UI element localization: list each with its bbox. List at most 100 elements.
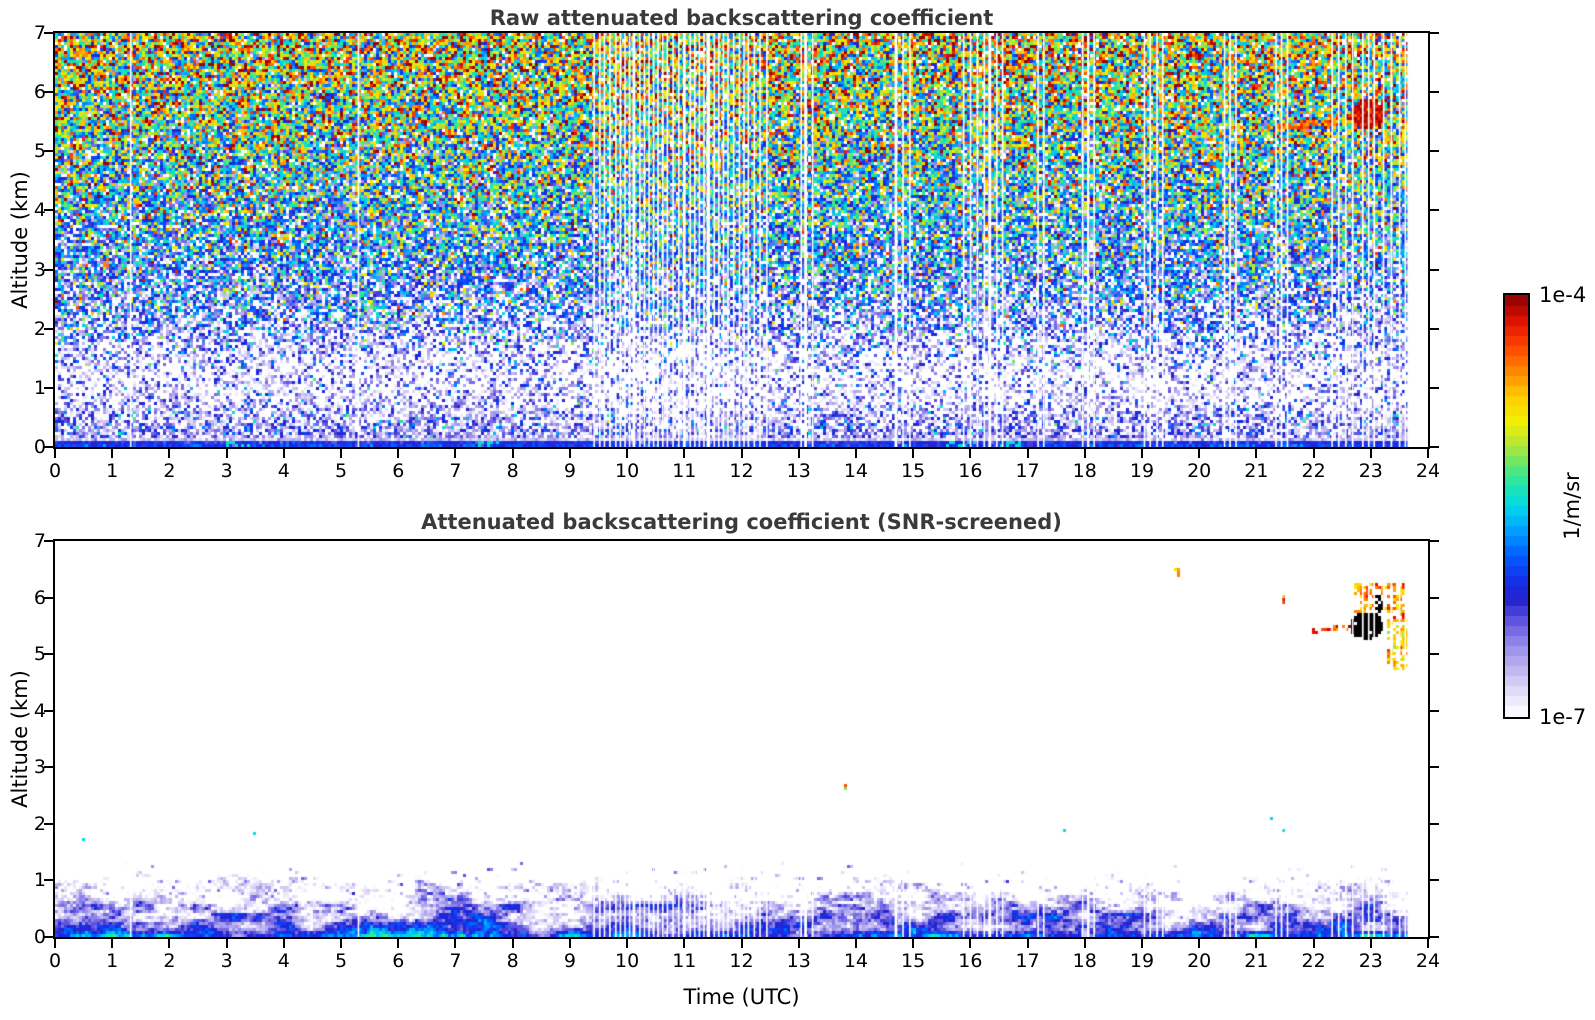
x-tick [568, 449, 571, 458]
x-tick-label: 1 [106, 460, 119, 482]
y-tick-label: 1 [33, 376, 46, 399]
x-tick-label: 4 [277, 460, 290, 482]
y-tick-right [1430, 91, 1439, 94]
x-tick-label: 9 [563, 460, 576, 482]
y-tick-label: 4 [33, 699, 46, 722]
x-tick [454, 449, 457, 458]
x-tick-label: 10 [614, 950, 640, 972]
x-tick [340, 449, 343, 458]
y-tick-right [1430, 209, 1439, 212]
y-tick-right [1430, 327, 1439, 330]
y-tick [44, 936, 53, 938]
y-tick-label: 0 [33, 926, 46, 948]
x-tick-label: 18 [1072, 950, 1097, 972]
x-tick-label: 19 [1129, 460, 1155, 482]
x-tick-label: 9 [563, 950, 576, 972]
y-tick-right [1430, 822, 1439, 825]
y-tick-label: 0 [33, 436, 46, 458]
x-tick-label: 11 [672, 950, 697, 972]
x-tick [568, 939, 571, 948]
x-tick [969, 939, 972, 948]
x-tick [1198, 939, 1201, 948]
top-plot-title: Raw attenuated backscattering coefficien… [489, 6, 994, 30]
x-tick [797, 939, 800, 948]
x-tick [740, 939, 743, 948]
x-tick [912, 449, 915, 458]
y-tick-right [1430, 879, 1439, 882]
x-tick [1312, 939, 1315, 948]
y-tick-label: 2 [33, 812, 46, 835]
x-tick-label: 23 [1358, 460, 1383, 482]
x-tick [454, 939, 457, 948]
x-tick [1140, 449, 1143, 458]
x-tick-label: 6 [392, 460, 405, 482]
x-tick [1026, 449, 1029, 458]
x-tick [1083, 939, 1086, 948]
x-tick-label: 23 [1358, 950, 1383, 972]
x-tick-label: 21 [1244, 950, 1269, 972]
x-tick [683, 449, 686, 458]
x-tick [168, 939, 171, 948]
bottom-heatmap [55, 541, 1428, 937]
x-tick-label: 0 [48, 460, 62, 482]
x-tick [340, 939, 343, 948]
x-tick [1427, 449, 1429, 458]
x-tick-label: 8 [506, 460, 519, 482]
x-tick [1198, 449, 1201, 458]
x-tick [683, 939, 686, 948]
y-tick-right [1430, 446, 1439, 448]
x-tick-label: 0 [48, 950, 62, 972]
x-tick [1083, 449, 1086, 458]
bottom-plot-title: Attenuated backscattering coefficient (S… [421, 510, 1062, 534]
x-tick [282, 449, 285, 458]
x-tick [1255, 449, 1258, 458]
x-tick-label: 4 [277, 950, 290, 972]
x-tick [511, 449, 514, 458]
y-tick [44, 709, 53, 712]
y-tick-label: 3 [33, 756, 46, 779]
y-tick-right [1430, 596, 1439, 599]
x-tick-label: 3 [220, 950, 233, 972]
x-tick-label: 18 [1072, 460, 1097, 482]
x-tick-label: 12 [729, 950, 754, 972]
x-tick-label: 14 [843, 950, 868, 972]
y-tick-right [1430, 709, 1439, 712]
x-tick [1369, 449, 1372, 458]
y-tick-label: 6 [33, 81, 46, 104]
y-tick-label: 4 [33, 199, 46, 222]
y-tick-right [1430, 936, 1439, 938]
x-tick-label: 5 [334, 950, 348, 972]
x-tick-label: 5 [334, 460, 348, 482]
x-tick-label: 15 [901, 950, 926, 972]
x-tick [1255, 939, 1258, 948]
x-tick [111, 939, 114, 948]
y-tick [44, 653, 53, 656]
y-tick-label: 2 [33, 317, 46, 340]
y-tick-right [1430, 540, 1439, 542]
x-tick-label: 24 [1415, 460, 1441, 482]
y-tick [44, 766, 53, 769]
y-tick [44, 596, 53, 599]
x-tick-label: 2 [163, 950, 176, 972]
x-tick [225, 939, 228, 948]
y-tick-right [1430, 268, 1439, 271]
y-tick-label: 3 [33, 258, 46, 281]
x-tick-label: 20 [1187, 950, 1212, 972]
y-tick-label: 7 [33, 22, 46, 44]
x-tick-label: 17 [1015, 460, 1040, 482]
colorbar-unit-label: 1/m/sr [1560, 472, 1584, 540]
y-tick-label: 7 [33, 530, 46, 552]
y-tick [44, 209, 53, 212]
x-tick-label: 8 [506, 950, 519, 972]
y-tick-right [1430, 150, 1439, 153]
x-tick-label: 16 [958, 950, 983, 972]
colorbar-min-label: 1e-7 [1539, 705, 1587, 729]
colorbar-max-label: 1e-4 [1539, 283, 1587, 307]
y-tick-label: 6 [33, 586, 46, 609]
x-tick [740, 449, 743, 458]
y-tick-label: 5 [33, 643, 46, 666]
x-tick-label: 16 [958, 460, 983, 482]
x-tick-label: 22 [1301, 950, 1326, 972]
x-tick [797, 449, 800, 458]
x-tick-label: 7 [449, 460, 462, 482]
